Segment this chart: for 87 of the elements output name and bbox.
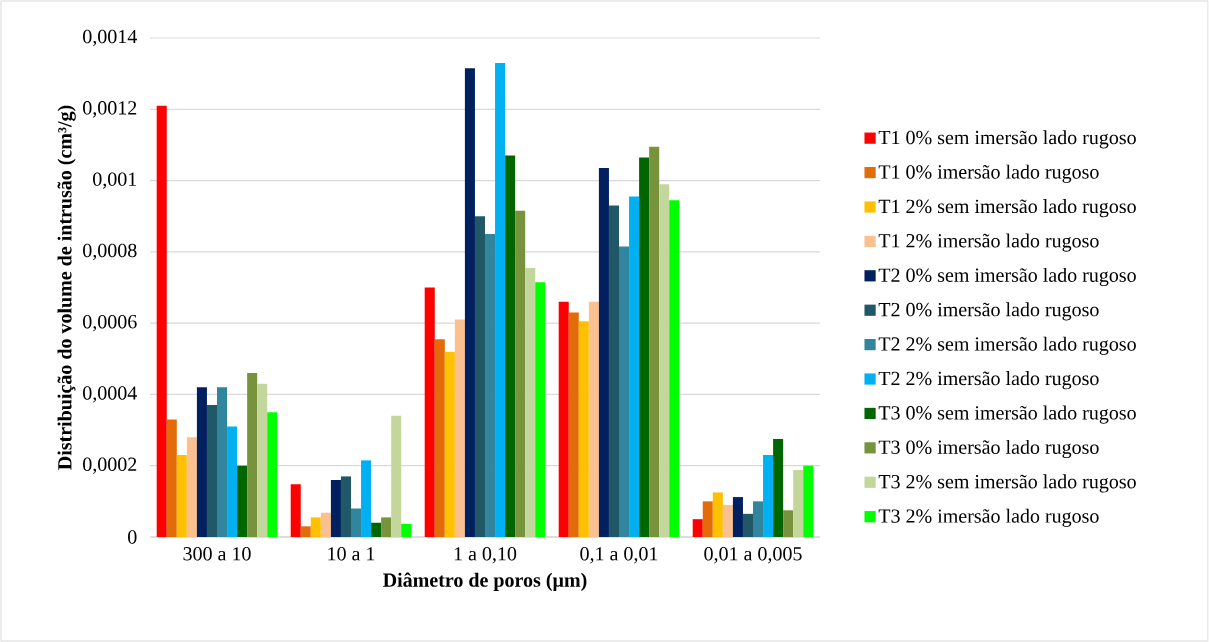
bar bbox=[401, 523, 412, 537]
bar bbox=[267, 412, 278, 537]
bar bbox=[535, 282, 546, 537]
bar bbox=[290, 484, 301, 537]
bar bbox=[257, 383, 268, 537]
bar bbox=[588, 301, 599, 537]
y-tick-label: 0,001 bbox=[93, 172, 137, 189]
y-tick-label: 0,0004 bbox=[83, 386, 137, 403]
bar bbox=[371, 522, 382, 537]
bar bbox=[176, 455, 187, 537]
legend-label: T1 0% imersão lado rugoso bbox=[878, 164, 1099, 183]
legend-label: T2 0% imersão lado rugoso bbox=[878, 302, 1099, 321]
legend-label: T3 0% imersão lado rugoso bbox=[878, 439, 1099, 459]
legend-label: T3 2% sem imersão lado rugoso bbox=[878, 474, 1136, 493]
bar bbox=[247, 373, 258, 537]
bar bbox=[381, 517, 392, 537]
y-tick-label: 0,0006 bbox=[83, 314, 137, 332]
bar bbox=[217, 387, 228, 537]
bar bbox=[598, 168, 609, 537]
bar bbox=[237, 465, 248, 537]
bar bbox=[340, 476, 351, 537]
x-tick-label: 0,1 a 0,01 bbox=[580, 547, 658, 564]
bar bbox=[558, 301, 569, 537]
legend-label: T3 0% sem imersão lado rugoso bbox=[878, 405, 1136, 424]
bar bbox=[578, 321, 589, 537]
bar bbox=[196, 387, 207, 537]
bar bbox=[434, 339, 445, 537]
bar bbox=[793, 469, 804, 537]
bar bbox=[669, 200, 680, 537]
bar bbox=[300, 526, 311, 537]
legend-label: T1 2% sem imersão lado rugoso bbox=[878, 199, 1136, 218]
legend-label: T2 2% sem imersão lado rugoso bbox=[878, 336, 1136, 355]
x-tick-label: 10 a 1 bbox=[328, 547, 375, 561]
legend-label: T2 0% sem imersão lado rugoso bbox=[878, 267, 1136, 287]
y-axis-title: Distribuição do volume de intrusão (cm³/g) bbox=[57, 105, 76, 470]
bar bbox=[206, 405, 217, 537]
bar bbox=[505, 155, 516, 537]
bar bbox=[485, 234, 496, 537]
bar bbox=[166, 419, 177, 537]
bar bbox=[629, 196, 640, 537]
bar bbox=[424, 287, 435, 537]
bar bbox=[659, 184, 670, 537]
bar bbox=[361, 460, 372, 537]
bar bbox=[608, 205, 619, 537]
bar bbox=[351, 508, 362, 537]
y-tick-label: 0,0014 bbox=[83, 29, 137, 47]
y-tick-label: 0,0008 bbox=[83, 243, 137, 261]
legend-label: T1 2% imersão lado rugoso bbox=[878, 233, 1099, 252]
bar bbox=[783, 510, 794, 537]
bar bbox=[330, 479, 341, 537]
x-tick-label: 1 a 0,10 bbox=[454, 547, 517, 564]
bar bbox=[227, 426, 238, 537]
bar bbox=[742, 513, 753, 537]
bar bbox=[702, 501, 713, 537]
legend-label: T2 2% imersão lado rugoso bbox=[878, 371, 1099, 390]
y-tick-label: 0,0012 bbox=[83, 101, 137, 118]
bar bbox=[619, 246, 630, 537]
y-tick-label: 0,0002 bbox=[83, 457, 137, 474]
bar bbox=[464, 68, 475, 537]
bar bbox=[773, 438, 784, 537]
bar bbox=[692, 519, 703, 537]
bar bbox=[444, 351, 455, 537]
bar bbox=[639, 157, 650, 537]
y-tick-label: 0 bbox=[128, 530, 137, 544]
x-tick-label: 0,01 a 0,005 bbox=[704, 547, 802, 564]
bar bbox=[474, 216, 485, 537]
bar bbox=[310, 517, 321, 537]
bar bbox=[568, 312, 579, 537]
bar bbox=[732, 497, 743, 537]
bar bbox=[722, 504, 733, 537]
bar bbox=[753, 501, 764, 537]
bar bbox=[320, 512, 331, 537]
bar bbox=[515, 210, 526, 537]
bar bbox=[803, 465, 814, 537]
bar bbox=[763, 455, 774, 537]
bar bbox=[454, 319, 465, 537]
x-axis-title: Diâmetro de poros (µm) bbox=[383, 572, 587, 591]
bar bbox=[495, 62, 506, 537]
bar bbox=[186, 437, 197, 537]
bar bbox=[391, 415, 402, 537]
bar bbox=[525, 267, 536, 537]
legend-label: T1 0% sem imersão lado rugoso bbox=[878, 130, 1136, 149]
bar bbox=[156, 105, 167, 537]
legend-label: T3 2% imersão lado rugoso bbox=[878, 508, 1099, 527]
bar bbox=[712, 492, 723, 537]
bar bbox=[649, 146, 660, 537]
x-tick-label: 300 a 10 bbox=[183, 547, 251, 561]
